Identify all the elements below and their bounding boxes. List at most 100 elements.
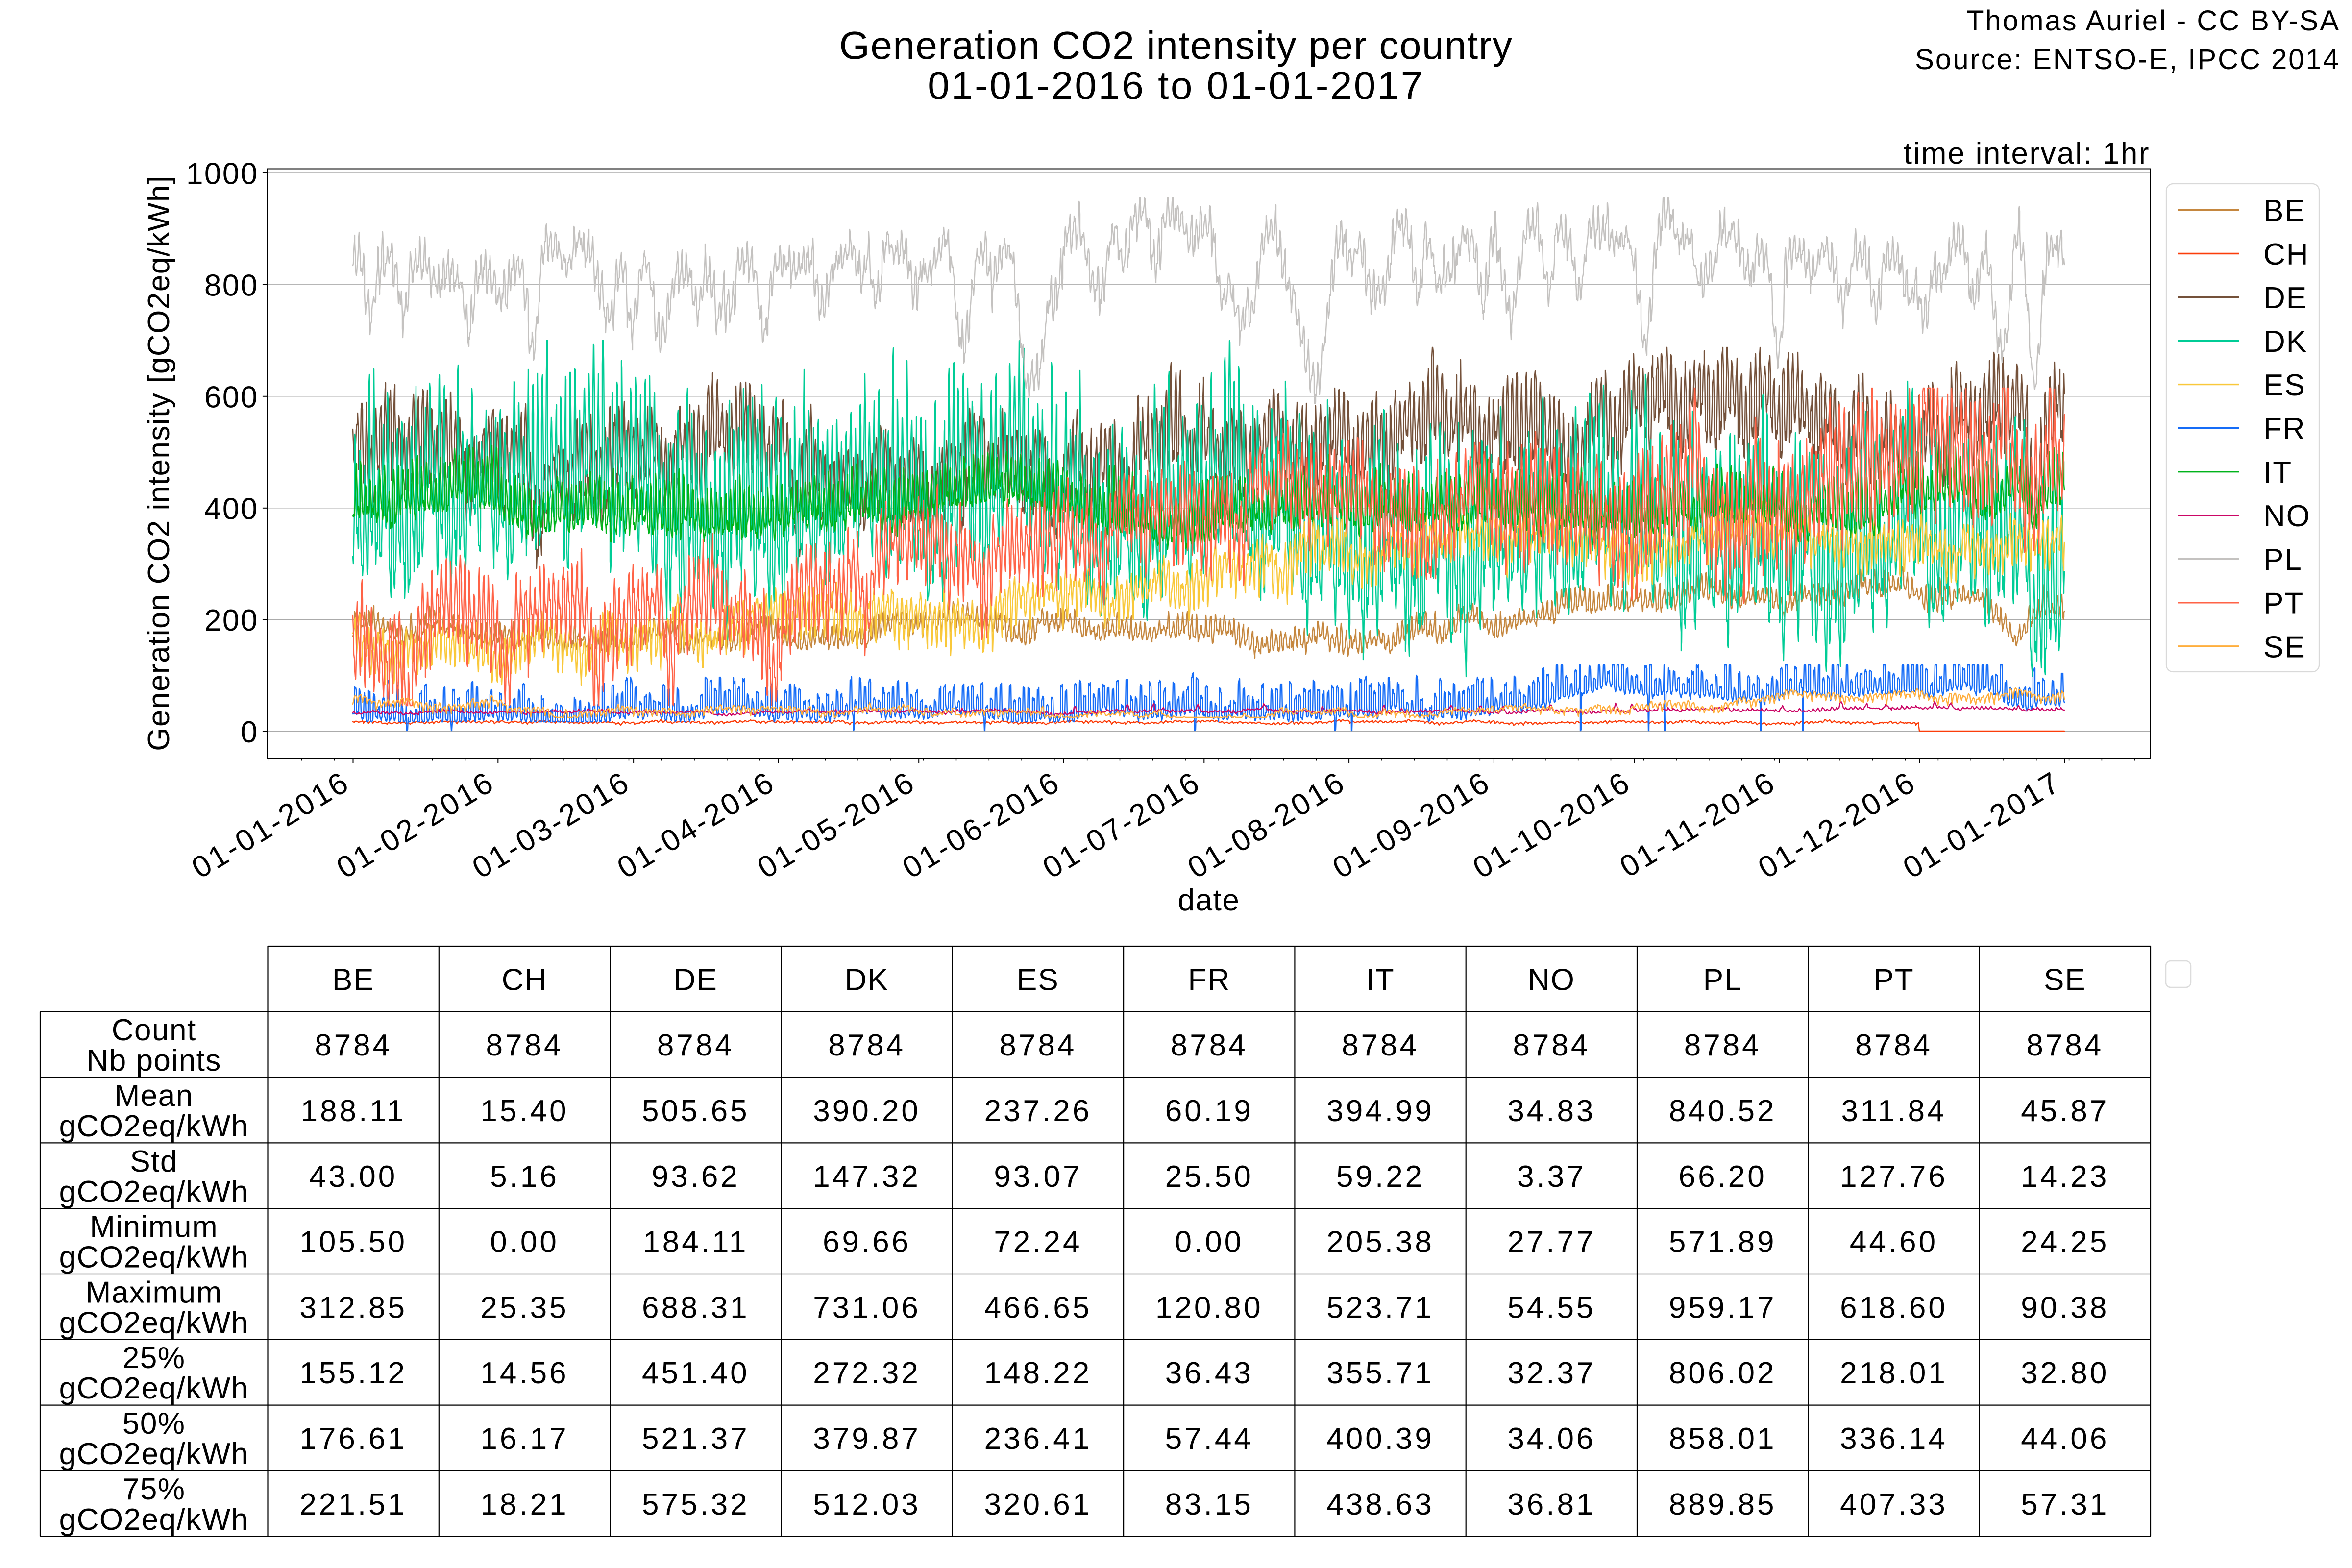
svg-text:75%: 75%	[122, 1472, 186, 1506]
svg-text:01-09-2016: 01-09-2016	[1327, 765, 1496, 885]
svg-text:521.37: 521.37	[642, 1422, 750, 1456]
svg-text:gCO2eq/kWh: gCO2eq/kWh	[59, 1241, 249, 1274]
svg-text:731.06: 731.06	[813, 1291, 921, 1324]
svg-text:32.80: 32.80	[2021, 1356, 2109, 1390]
svg-text:438.63: 438.63	[1326, 1488, 1434, 1521]
svg-text:16.17: 16.17	[480, 1422, 568, 1456]
svg-text:311.84: 311.84	[1841, 1094, 1946, 1128]
svg-text:390.20: 390.20	[813, 1094, 921, 1128]
svg-text:236.41: 236.41	[984, 1422, 1092, 1456]
svg-text:gCO2eq/kWh: gCO2eq/kWh	[59, 1372, 249, 1405]
svg-text:466.65: 466.65	[984, 1291, 1092, 1324]
svg-text:01-07-2016: 01-07-2016	[1037, 765, 1207, 885]
svg-text:8784: 8784	[1513, 1029, 1590, 1062]
svg-text:Std: Std	[130, 1145, 178, 1178]
svg-text:01-01-2016 to 01-01-2017: 01-01-2016 to 01-01-2017	[928, 64, 1424, 107]
svg-text:8784: 8784	[999, 1029, 1077, 1062]
svg-text:01-08-2016: 01-08-2016	[1182, 765, 1351, 885]
svg-text:394.99: 394.99	[1326, 1094, 1434, 1128]
svg-text:ES: ES	[2263, 368, 2306, 402]
svg-text:27.77: 27.77	[1507, 1225, 1595, 1259]
svg-text:DK: DK	[2263, 325, 2307, 359]
svg-text:IT: IT	[2263, 456, 2292, 490]
svg-text:272.32: 272.32	[813, 1356, 921, 1390]
svg-text:45.87: 45.87	[2021, 1094, 2109, 1128]
svg-text:25.50: 25.50	[1165, 1160, 1253, 1194]
svg-text:155.12: 155.12	[299, 1356, 407, 1390]
svg-text:3.37: 3.37	[1517, 1160, 1586, 1194]
svg-text:8784: 8784	[1684, 1029, 1762, 1062]
svg-text:Maximum: Maximum	[86, 1275, 222, 1309]
svg-text:gCO2eq/kWh: gCO2eq/kWh	[59, 1306, 249, 1340]
svg-text:200: 200	[204, 604, 259, 637]
svg-text:Mean: Mean	[115, 1079, 194, 1113]
svg-text:0.00: 0.00	[490, 1225, 559, 1259]
svg-text:Generation CO2 intensity [gCO2: Generation CO2 intensity [gCO2eq/kWh]	[142, 175, 176, 751]
svg-text:gCO2eq/kWh: gCO2eq/kWh	[59, 1109, 249, 1143]
svg-text:01-05-2016: 01-05-2016	[752, 765, 921, 885]
svg-text:FR: FR	[1188, 963, 1230, 997]
svg-text:205.38: 205.38	[1326, 1225, 1434, 1259]
svg-text:gCO2eq/kWh: gCO2eq/kWh	[59, 1437, 249, 1471]
svg-text:PT: PT	[2263, 587, 2304, 620]
svg-text:36.43: 36.43	[1165, 1356, 1253, 1390]
svg-text:8784: 8784	[1342, 1029, 1419, 1062]
svg-text:Nb points: Nb points	[86, 1044, 221, 1078]
svg-text:24.25: 24.25	[2021, 1225, 2109, 1259]
svg-text:36.81: 36.81	[1507, 1488, 1595, 1521]
svg-text:83.15: 83.15	[1165, 1488, 1253, 1521]
svg-text:8784: 8784	[828, 1029, 906, 1062]
svg-text:PL: PL	[2263, 543, 2303, 577]
svg-text:0.00: 0.00	[1175, 1225, 1244, 1259]
svg-text:8784: 8784	[1855, 1029, 1933, 1062]
svg-text:44.06: 44.06	[2021, 1422, 2109, 1456]
svg-text:DE: DE	[2263, 281, 2307, 315]
svg-text:127.76: 127.76	[1840, 1160, 1948, 1194]
svg-text:Generation CO2 intensity per c: Generation CO2 intensity per country	[839, 24, 1513, 67]
svg-text:CH: CH	[2263, 238, 2309, 271]
svg-text:400.39: 400.39	[1326, 1422, 1434, 1456]
svg-text:gCO2eq/kWh: gCO2eq/kWh	[59, 1175, 249, 1209]
svg-text:50%: 50%	[122, 1407, 186, 1441]
svg-text:858.01: 858.01	[1669, 1422, 1777, 1456]
svg-text:600: 600	[204, 380, 259, 414]
svg-text:218.01: 218.01	[1840, 1356, 1948, 1390]
svg-text:66.20: 66.20	[1679, 1160, 1767, 1194]
svg-text:BE: BE	[332, 963, 375, 997]
svg-text:147.32: 147.32	[813, 1160, 921, 1194]
svg-text:NO: NO	[2263, 499, 2311, 533]
svg-text:120.80: 120.80	[1155, 1291, 1263, 1324]
svg-text:959.17: 959.17	[1669, 1291, 1777, 1324]
svg-text:806.02: 806.02	[1669, 1356, 1777, 1390]
svg-text:01-11-2016: 01-11-2016	[1614, 765, 1782, 884]
svg-text:Source: ENTSO-E, IPCC 2014: Source: ENTSO-E, IPCC 2014	[1915, 44, 2340, 75]
svg-text:ES: ES	[1017, 963, 1059, 997]
svg-text:336.14: 336.14	[1840, 1422, 1948, 1456]
svg-text:01-10-2016: 01-10-2016	[1467, 765, 1637, 885]
svg-text:93.07: 93.07	[994, 1160, 1082, 1194]
svg-text:PL: PL	[1703, 963, 1742, 997]
svg-text:575.32: 575.32	[642, 1488, 750, 1521]
svg-text:800: 800	[204, 269, 259, 302]
svg-text:188.11: 188.11	[301, 1094, 406, 1128]
svg-text:34.83: 34.83	[1507, 1094, 1595, 1128]
svg-text:57.44: 57.44	[1165, 1422, 1253, 1456]
svg-text:237.26: 237.26	[984, 1094, 1092, 1128]
svg-text:18.21: 18.21	[480, 1488, 568, 1521]
svg-text:34.06: 34.06	[1507, 1422, 1595, 1456]
svg-text:time interval: 1hr: time interval: 1hr	[1904, 137, 2150, 171]
svg-text:8784: 8784	[1171, 1029, 1248, 1062]
svg-text:618.60: 618.60	[1840, 1291, 1948, 1324]
svg-text:44.60: 44.60	[1850, 1225, 1938, 1259]
svg-text:14.56: 14.56	[480, 1356, 568, 1390]
svg-text:date: date	[1178, 883, 1240, 917]
svg-text:184.11: 184.11	[643, 1225, 748, 1259]
svg-text:15.40: 15.40	[480, 1094, 568, 1128]
svg-text:43.00: 43.00	[309, 1160, 397, 1194]
svg-text:DK: DK	[845, 963, 889, 997]
svg-text:Minimum: Minimum	[90, 1210, 218, 1244]
svg-text:512.03: 512.03	[813, 1488, 921, 1521]
svg-text:01-04-2016: 01-04-2016	[612, 765, 781, 885]
svg-text:14.23: 14.23	[2021, 1160, 2109, 1194]
svg-text:8784: 8784	[486, 1029, 564, 1062]
